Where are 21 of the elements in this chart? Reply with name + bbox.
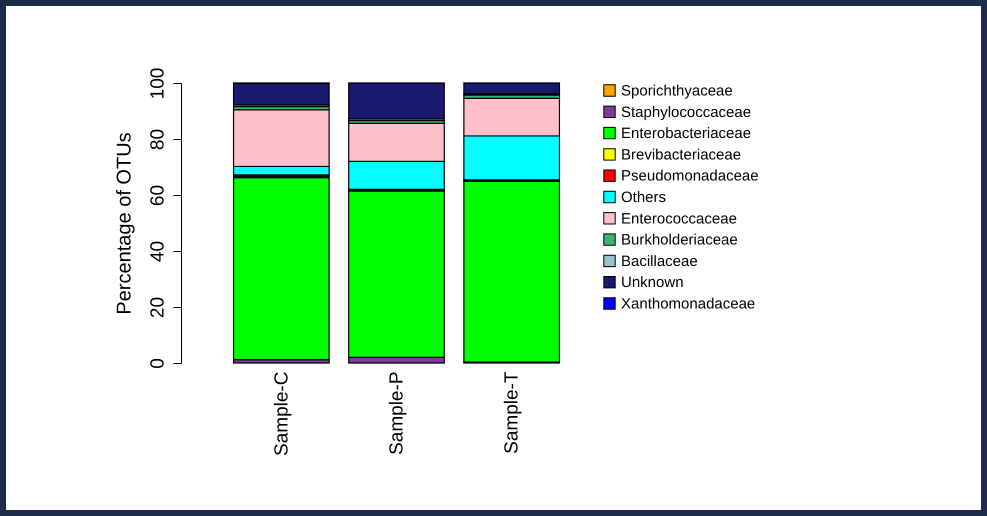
x-tick-label: Sample-P — [386, 372, 408, 455]
legend-label: Enterococcaceae — [621, 210, 737, 228]
legend-label: Bacillaceae — [621, 252, 698, 270]
legend-label: Pseudomonadaceae — [621, 168, 759, 185]
legend-label: Brevibacteriaceae — [621, 146, 742, 164]
x-tick-label: Sample-C — [271, 372, 292, 456]
y-tick-label: 0 — [148, 358, 168, 369]
legend-label: Enterobacteriaceae — [621, 125, 752, 142]
y-tick-label: 80 — [148, 128, 168, 150]
y-tick-label: 60 — [148, 184, 168, 206]
y-axis-title: Percentage of OTUs — [114, 132, 136, 315]
legend-label: Xanthomonadaceae — [621, 296, 756, 312]
x-tick-label: Sample-T — [502, 371, 523, 454]
legend-label: Sporichthyaceae — [621, 82, 733, 100]
legend-label: Others — [621, 189, 666, 206]
legend-label: Staphylococcaceae — [621, 104, 752, 121]
legend-label: Burkholderiaceae — [621, 232, 738, 249]
y-tick-label: 20 — [148, 296, 168, 318]
legend-label: Unknown — [621, 274, 684, 292]
y-tick-label: 40 — [148, 240, 168, 262]
y-tick-label: 100 — [148, 68, 168, 100]
